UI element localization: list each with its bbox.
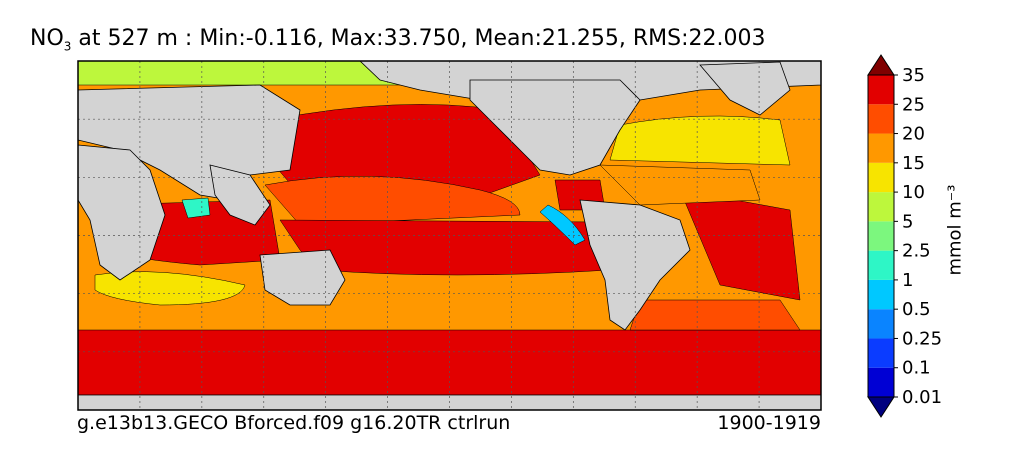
colorbar-swatch	[868, 367, 894, 397]
colorbar-swatch	[868, 338, 894, 368]
colorbar-swatch	[868, 75, 894, 105]
region-indian-subtropical-gyre	[94, 271, 246, 306]
land-greenland	[699, 61, 791, 116]
colorbar-swatch	[868, 309, 894, 339]
land-north-america	[469, 79, 641, 176]
colorbar-extend-min	[867, 396, 895, 418]
colorbar-swatch	[868, 162, 894, 193]
region-subtropical-north-pacific	[264, 175, 521, 226]
region-tropical-atlantic-east	[679, 189, 801, 301]
colorbar: 0.01 0.1 0.25 0.5 1 2.5 5 10 15 20 25 35	[867, 54, 942, 418]
region-north-atlantic-subpolar	[609, 115, 791, 166]
land-australia	[259, 249, 346, 306]
colorbar-units-label: mmol m⁻³	[944, 184, 966, 276]
land-africa	[78, 144, 166, 281]
region-south-atlantic	[629, 299, 801, 331]
region-bay-of-bengal	[181, 197, 211, 219]
map-frame	[77, 60, 822, 411]
title-species-subscript: 3	[63, 39, 72, 54]
colorbar-tick-label: 20	[902, 124, 925, 145]
colorbar-tick-label: 35	[902, 65, 925, 86]
colorbar-extend-max	[867, 54, 895, 76]
land-india-se-asia	[209, 164, 271, 226]
colorbar-frame	[867, 74, 895, 398]
map-gridlines	[78, 61, 821, 410]
chart-title: NO3 at 527 m : Min:-0.116, Max:33.750, M…	[30, 26, 766, 53]
colorbar-swatch	[868, 104, 894, 134]
colorbar-tick-label: 1	[902, 270, 913, 291]
title-stats: at 527 m : Min:-0.116, Max:33.750, Mean:…	[71, 26, 766, 51]
run-name-label: g.e13b13.GECO Bforced.f09 g16.20TR ctrlr…	[77, 412, 511, 434]
colorbar-tick-label: 0.25	[902, 328, 942, 349]
region-north-atlantic-subtropics	[599, 164, 761, 206]
colorbar-swatch	[868, 221, 894, 251]
colorbar-tick-label: 25	[902, 94, 925, 115]
colorbar-swatch	[868, 192, 894, 222]
colorbar-swatch	[868, 279, 894, 310]
colorbar-tick-label: 10	[902, 182, 925, 203]
colorbar-swatch	[868, 250, 894, 280]
years-label: 1900-1919	[717, 412, 821, 434]
region-eastern-tropical-pacific-gulf-of-panama	[539, 204, 586, 246]
colorbar-tick-label: 15	[902, 153, 925, 174]
land-south-america	[579, 199, 691, 331]
map-field	[78, 61, 821, 410]
colorbar-tick-label: 2.5	[902, 241, 931, 262]
colorbar-tick-label: 0.1	[902, 358, 931, 379]
colorbar-tick-label: 5	[902, 211, 913, 232]
colorbar-tick-label: 0.5	[902, 299, 931, 320]
title-species: NO	[30, 26, 64, 51]
colorbar-tick-label: 0.01	[902, 387, 942, 408]
colorbar-swatch	[868, 133, 894, 163]
